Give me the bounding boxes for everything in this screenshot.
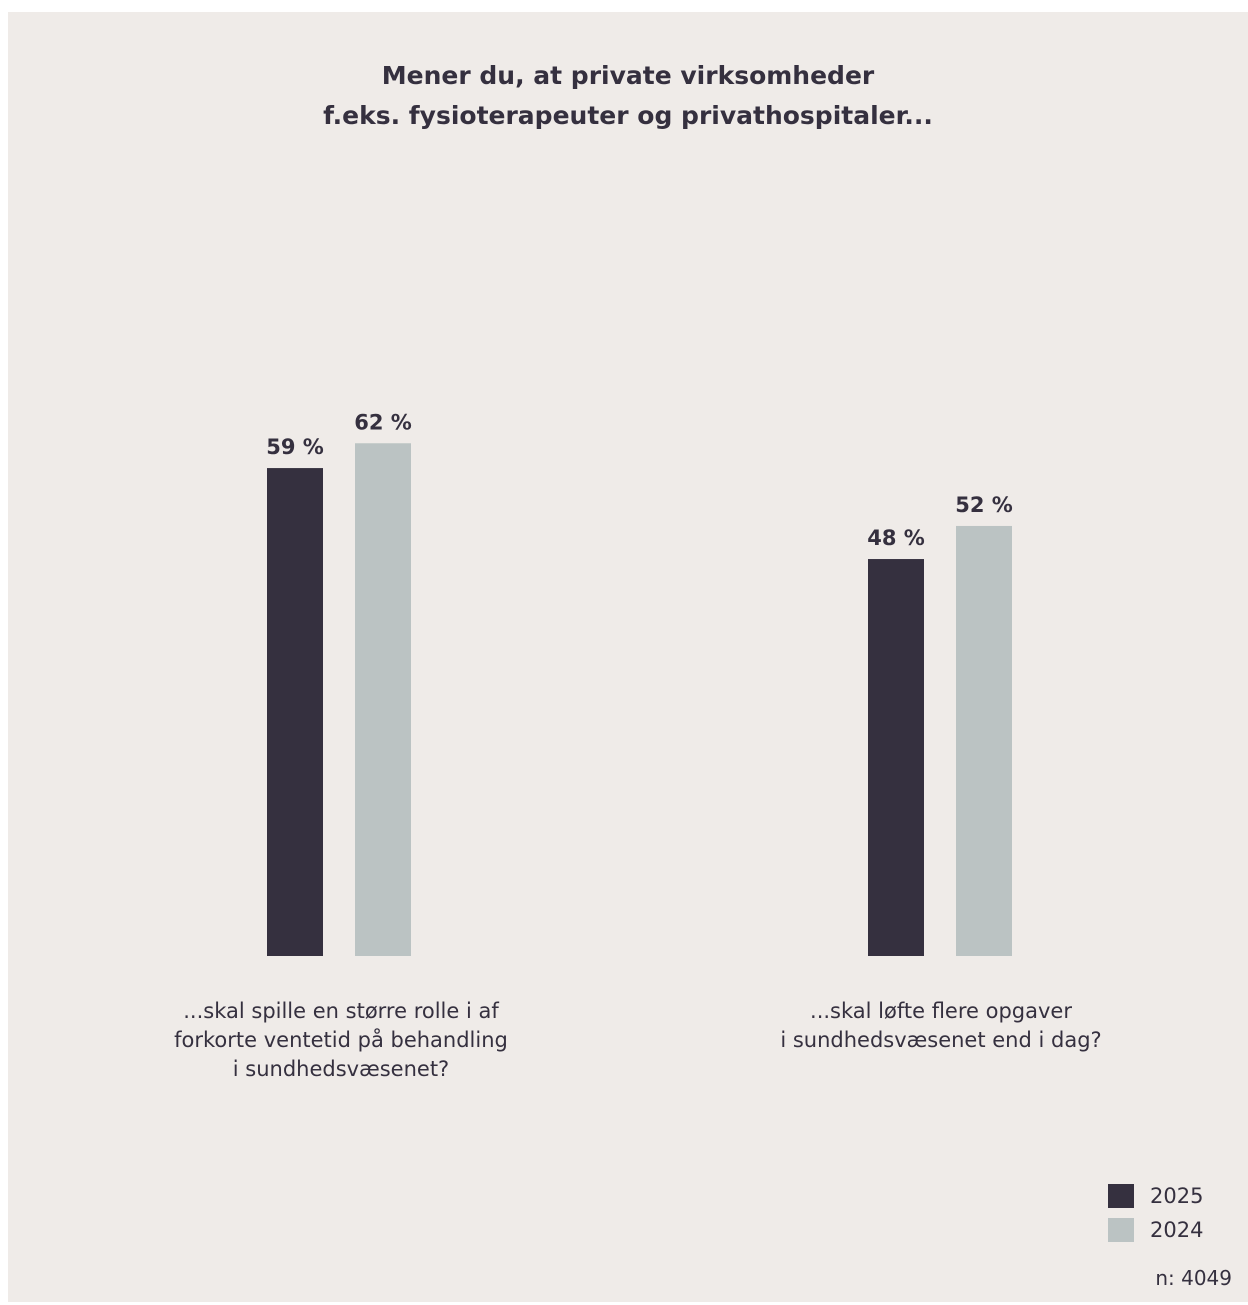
data-label-2024-category-2: 52 %	[955, 493, 1013, 517]
chart-title-line-1: Mener du, at private virksomheder	[381, 61, 875, 90]
data-label-2024-category-1: 62 %	[354, 410, 412, 434]
sample-size-note: n: 4049	[1155, 1266, 1232, 1290]
bar-2024-category-2	[956, 525, 1012, 956]
legend-item-2025: 2025	[1108, 1182, 1203, 1210]
chart-title: Mener du, at private virksomheder f.eks.…	[8, 56, 1248, 136]
chart-panel: Mener du, at private virksomheder f.eks.…	[8, 12, 1248, 1302]
legend-label-2025: 2025	[1150, 1184, 1204, 1208]
chart-title-line-2: f.eks. fysioterapeuter og privathospital…	[323, 101, 933, 130]
legend-swatch-2024	[1108, 1218, 1134, 1242]
legend-label-2024: 2024	[1150, 1218, 1204, 1242]
category-label-2: ...skal løfte flere opgaver i sundhedsvæ…	[780, 999, 1102, 1052]
bar-2024-category-1	[355, 443, 411, 956]
data-label-2025-category-2: 48 %	[867, 526, 925, 550]
legend-item-2024: 2024	[1108, 1216, 1203, 1244]
bar-chart: 59 % 62 % 48 % 52 %	[266, 410, 1013, 956]
bar-2025-category-2	[868, 559, 924, 956]
bar-2025-category-1	[267, 468, 323, 956]
legend-swatch-2025	[1108, 1184, 1134, 1208]
data-label-2025-category-1: 59 %	[266, 435, 324, 459]
category-label-1: ...skal spille en større rolle i af fork…	[174, 999, 508, 1081]
